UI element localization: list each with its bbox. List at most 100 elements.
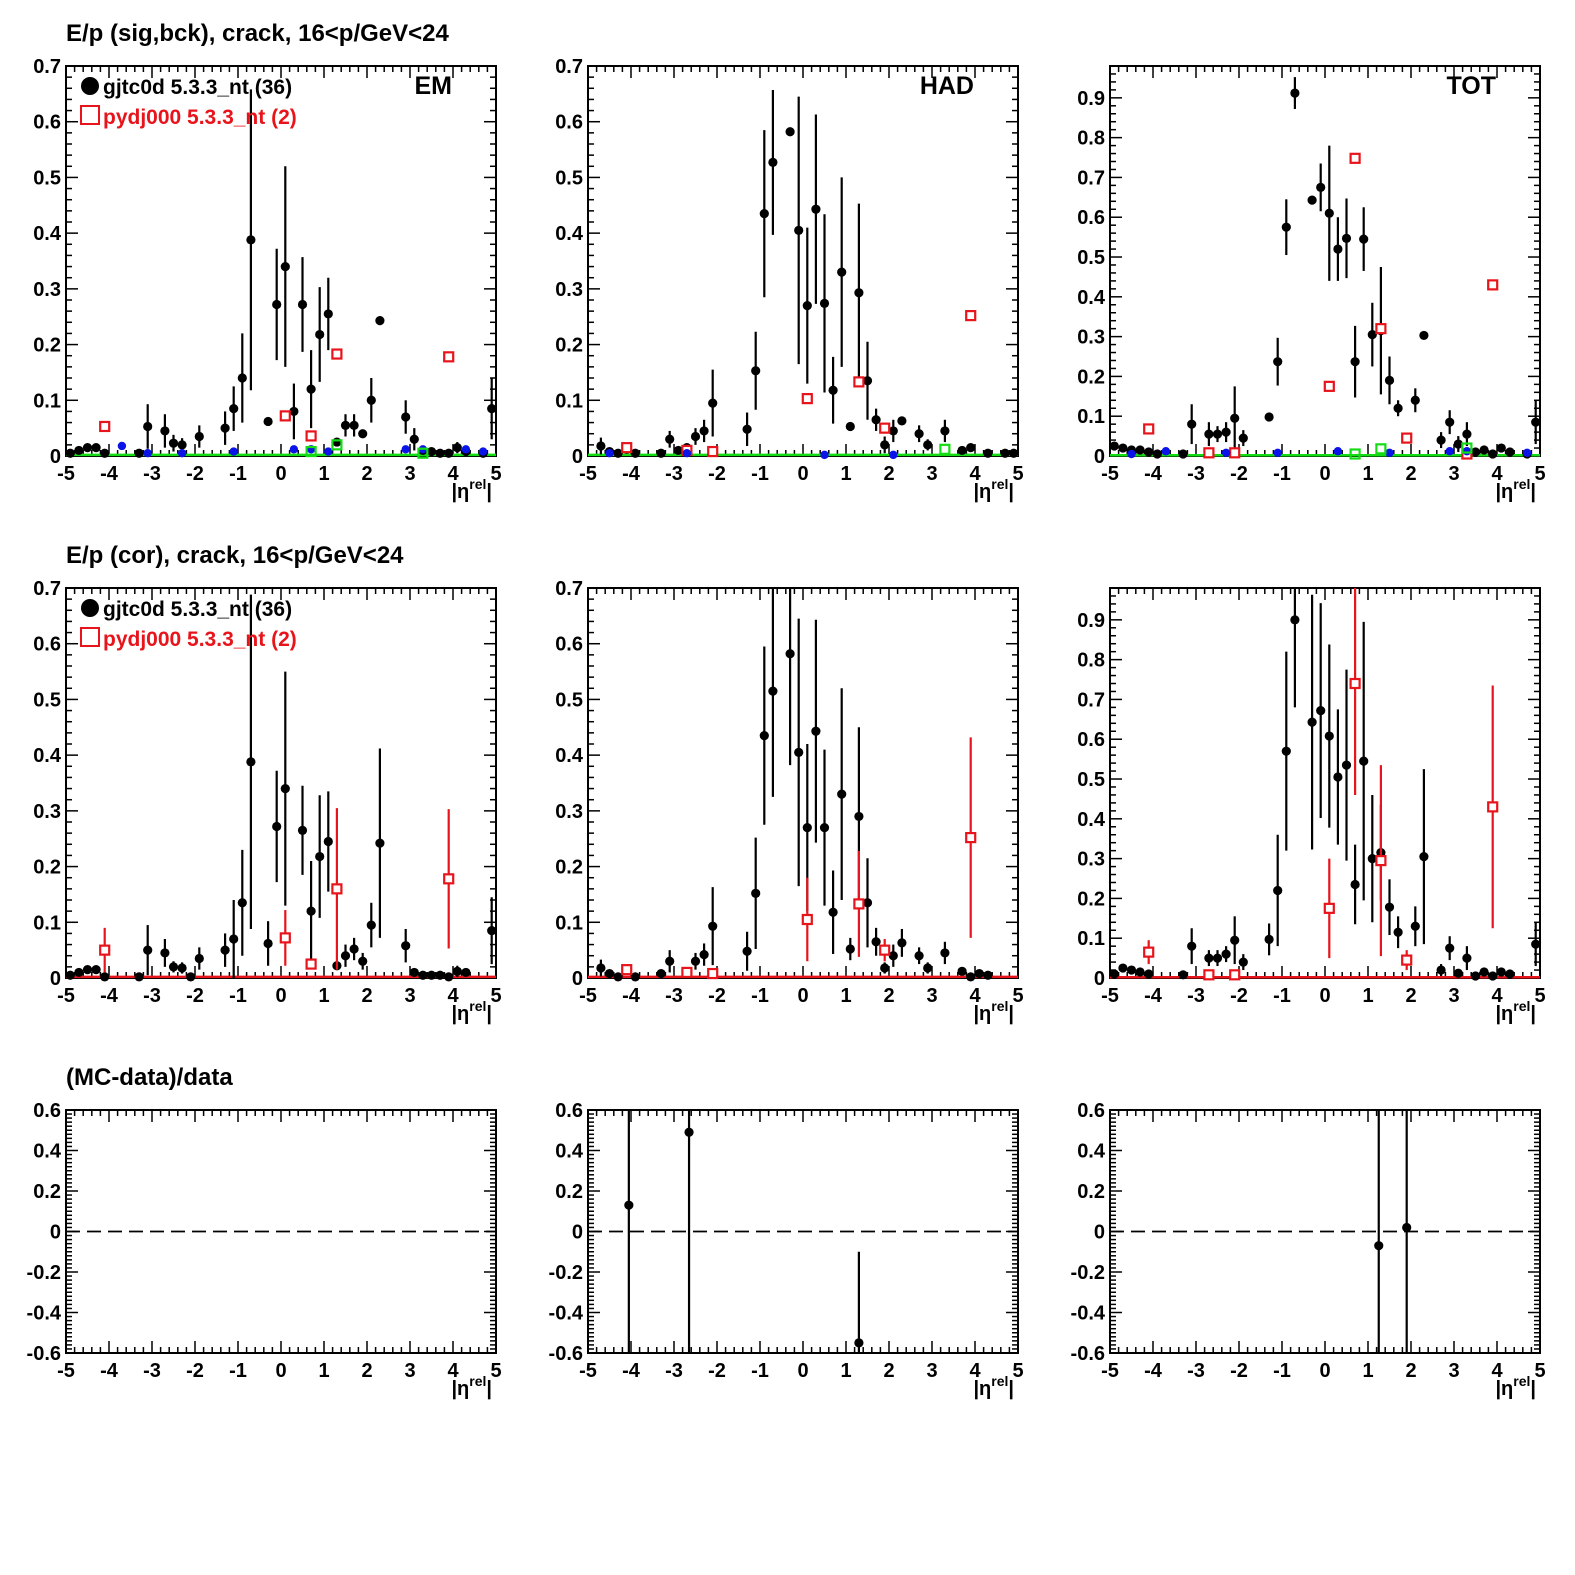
data-point	[1453, 968, 1463, 978]
x-tick-label: -3	[1187, 1360, 1205, 1382]
x-tick-label: 1	[840, 985, 851, 1007]
y-tick-label: -0.6	[1071, 1343, 1105, 1365]
x-tick-label: -4	[1144, 1360, 1163, 1382]
data-point	[82, 965, 93, 975]
data-point	[880, 440, 890, 450]
x-axis-label: |ηrel|	[1495, 998, 1536, 1025]
x-tick-label: -2	[186, 1360, 204, 1382]
data-point	[426, 970, 437, 980]
y-tick-label: 0.5	[1077, 247, 1105, 269]
mc-point	[443, 351, 455, 363]
data-point	[1230, 413, 1240, 423]
data-point	[401, 941, 411, 951]
x-tick-label: 0	[797, 985, 808, 1007]
x-axis-label-close: |	[1008, 1378, 1014, 1400]
plot-frame	[1109, 65, 1541, 457]
y-tick-label: 0.6	[1077, 1100, 1105, 1122]
mc-point	[331, 883, 343, 895]
plot-frame	[1109, 587, 1541, 979]
data-point	[613, 972, 623, 982]
y-tick-label: 0.1	[555, 912, 583, 934]
panel-had-row3: -5 -4 -3 -2 -1 0 1 2 3 4 5 -0.6 -0.4 -0.2 0 0.2 0.4 0.6 |η…	[549, 1100, 1024, 1400]
data-point	[1453, 439, 1463, 449]
data-point	[811, 726, 821, 736]
x-axis-label: |ηrel|	[973, 998, 1014, 1025]
data-point	[1307, 195, 1317, 205]
x-tick-label: 3	[926, 1360, 937, 1382]
y-tick-label: 0.1	[1077, 928, 1105, 950]
data-point	[1230, 935, 1240, 945]
x-tick-label: 5	[490, 985, 501, 1007]
blue-point	[1445, 447, 1454, 456]
data-point	[811, 204, 821, 214]
blue-point	[1462, 447, 1472, 456]
y-tick-label: -0.4	[27, 1303, 62, 1325]
mc-point	[879, 944, 891, 956]
data-point	[1488, 971, 1498, 981]
data-point	[1341, 760, 1352, 770]
y-tick-label: 0.6	[33, 1100, 61, 1122]
panel-tot-row1: -5 -4 -3 -2 -1 0 1 2 3 4 5 0 0.1 0.2 0.3 0.4 0.5 0.6 0.7 0.…	[1077, 65, 1546, 503]
data-point	[306, 384, 316, 394]
data-point	[957, 445, 967, 456]
data-point	[358, 429, 368, 439]
data-point	[143, 945, 153, 955]
x-tick-label: 5	[1012, 1360, 1023, 1382]
data-point	[624, 1200, 634, 1210]
data-point	[613, 448, 623, 458]
data-point	[246, 757, 256, 767]
panel-em-row2: -5 -4 -3 -2 -1 0 1 2 3 4 5 0 0.1 0.2 0.3 0.4 0.5 0.6 0.7 |η…	[33, 578, 501, 1025]
x-tick-label: -2	[708, 463, 726, 485]
mc-point	[1401, 432, 1413, 444]
data-point	[1445, 417, 1455, 427]
x-axis-label-sup: rel	[469, 1373, 486, 1389]
x-tick-label: -1	[1273, 985, 1291, 1007]
blue-point	[1333, 447, 1343, 456]
legend-data-label: gjtc0d 5.3.3_nt (36)	[103, 76, 292, 99]
x-tick-label: -4	[100, 463, 119, 485]
data-point	[186, 972, 196, 982]
data-point	[940, 426, 950, 436]
data-point	[1505, 447, 1515, 457]
data-point	[263, 416, 273, 427]
data-point	[340, 951, 351, 961]
data-point	[1307, 717, 1317, 727]
data-point	[1496, 443, 1506, 453]
data-point	[418, 970, 428, 980]
x-tick-label: -5	[1101, 463, 1119, 485]
x-tick-label: 3	[1448, 985, 1459, 1007]
data-point	[1273, 885, 1283, 896]
data-point	[1187, 941, 1197, 951]
data-point	[177, 440, 187, 450]
y-tick-label: 0.5	[33, 167, 61, 189]
data-point	[1118, 963, 1128, 973]
x-tick-label: 4	[969, 1360, 981, 1382]
data-point	[65, 448, 75, 458]
data-point	[699, 426, 709, 436]
legend-data-label: gjtc0d 5.3.3_nt (36)	[103, 598, 292, 621]
data-point	[306, 906, 316, 916]
data-point	[1212, 429, 1223, 439]
data-point	[983, 970, 993, 980]
data-point	[297, 299, 308, 310]
x-axis-label-close: |	[1530, 481, 1536, 503]
x-tick-label: 1	[1362, 985, 1373, 1007]
data-point	[194, 431, 204, 442]
data-point	[665, 956, 675, 966]
blue-point	[1522, 448, 1532, 458]
data-point	[1144, 969, 1154, 979]
data-point	[983, 448, 993, 458]
y-tick-label: 0.2	[1077, 366, 1105, 388]
data-point	[1359, 756, 1369, 766]
data-point	[630, 448, 640, 458]
data-point	[837, 789, 847, 799]
x-axis-label-close: |	[486, 1378, 492, 1400]
x-tick-label: -3	[665, 1360, 683, 1382]
row-title-sigbck: E/p (sig,bck), crack, 16<p/GeV<24	[66, 20, 449, 47]
data-point	[1505, 969, 1515, 979]
y-tick-label: 0.6	[555, 112, 583, 134]
x-tick-label: -4	[1144, 463, 1163, 485]
data-point	[349, 944, 359, 954]
y-tick-label: -0.2	[549, 1262, 583, 1284]
data-point	[82, 443, 93, 453]
